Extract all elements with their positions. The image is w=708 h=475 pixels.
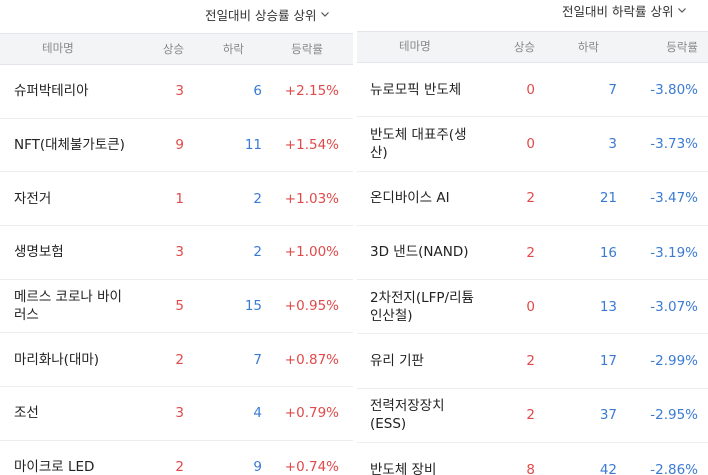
- change-rate: +1.03%: [284, 190, 339, 207]
- table-row[interactable]: 생명보험 3 2 +1.00%: [0, 226, 353, 280]
- change-rate: -3.47%: [650, 190, 698, 207]
- up-count: 5: [175, 298, 184, 315]
- down-count: 7: [608, 81, 617, 98]
- change-rate: +1.54%: [284, 137, 339, 154]
- down-count: 42: [599, 461, 617, 475]
- change-rate: -3.73%: [650, 135, 698, 152]
- table-row[interactable]: 자전거 1 2 +1.03%: [0, 172, 353, 227]
- up-count: 3: [175, 244, 184, 261]
- table-row[interactable]: 뉴로모픽 반도체 0 7 -3.80%: [357, 63, 708, 118]
- up-count: 9: [175, 137, 184, 154]
- header-theme-name: 테마명: [399, 39, 431, 54]
- table-row[interactable]: 반도체 대표주(생산) 0 3 -3.73%: [357, 117, 708, 172]
- header-rate: 등락률: [291, 42, 323, 56]
- down-count: 17: [599, 353, 617, 370]
- theme-name[interactable]: 마이크로 LED: [14, 459, 95, 475]
- rising-table: 테마명 상승 하락 등락률 슈퍼박테리아 3 6 +2.15% NFT(대체불가토큰) 9…: [0, 33, 353, 475]
- change-rate: -2.95%: [650, 407, 698, 424]
- change-rate: -3.07%: [650, 298, 698, 315]
- down-count: 4: [253, 405, 262, 422]
- header-up: 상승: [162, 42, 184, 56]
- change-rate: +0.87%: [284, 351, 339, 368]
- up-count: 0: [526, 81, 535, 98]
- theme-name[interactable]: 전력저장장치(ESS): [370, 398, 445, 433]
- header-rate: 등락률: [666, 40, 698, 54]
- header-theme-name: 테마명: [42, 41, 74, 56]
- header-down: 하락: [577, 40, 599, 54]
- rising-sort-label: 전일대비 상승률 상위: [205, 7, 317, 23]
- change-rate: +0.95%: [284, 298, 339, 315]
- down-count: 21: [599, 190, 617, 207]
- change-rate: -2.99%: [650, 353, 698, 370]
- change-rate: -2.86%: [650, 461, 698, 475]
- down-count: 37: [599, 407, 617, 424]
- table-row[interactable]: 조선 3 4 +0.79%: [0, 387, 353, 441]
- table-header: 테마명 상승 하락 등락률: [357, 32, 708, 63]
- falling-sort-toggle[interactable]: 전일대비 하락률 상위: [562, 0, 687, 24]
- theme-name[interactable]: 메르스 코로나 바이러스: [14, 288, 122, 324]
- falling-sort-label: 전일대비 하락률 상위: [562, 3, 674, 19]
- theme-name[interactable]: 슈퍼박테리아: [14, 83, 89, 100]
- down-count: 9: [253, 459, 262, 475]
- table-row[interactable]: 메르스 코로나 바이러스 5 15 +0.95%: [0, 280, 353, 334]
- table-row[interactable]: 슈퍼박테리아 3 6 +2.15%: [0, 65, 353, 119]
- theme-name[interactable]: NFT(대체불가토큰): [14, 136, 125, 153]
- up-count: 2: [526, 407, 535, 424]
- table-row[interactable]: 마이크로 LED 2 9 +0.74%: [0, 441, 353, 475]
- down-count: 3: [608, 135, 617, 152]
- theme-name[interactable]: 반도체 장비: [370, 461, 437, 475]
- down-count: 2: [253, 244, 262, 261]
- header-up: 상승: [513, 40, 535, 54]
- theme-name[interactable]: 2차전지(LFP/리튬인산철): [370, 289, 474, 324]
- table-row[interactable]: 온디바이스 AI 2 21 -3.47%: [357, 172, 708, 226]
- theme-name[interactable]: 온디바이스 AI: [370, 190, 450, 207]
- change-rate: -3.19%: [650, 244, 698, 261]
- change-rate: +2.15%: [284, 83, 339, 100]
- chevron-down-icon: [321, 12, 330, 17]
- up-count: 2: [526, 190, 535, 207]
- table-row[interactable]: 유리 기판 2 17 -2.99%: [357, 334, 708, 389]
- up-count: 0: [526, 298, 535, 315]
- theme-name[interactable]: 생명보험: [14, 244, 64, 261]
- change-rate: +0.79%: [284, 405, 339, 422]
- down-count: 7: [253, 351, 262, 368]
- table-row[interactable]: 3D 낸드(NAND) 2 16 -3.19%: [357, 226, 708, 281]
- header-down: 하락: [222, 42, 244, 56]
- table-row[interactable]: 2차전지(LFP/리튬인산철) 0 13 -3.07%: [357, 280, 708, 335]
- up-count: 2: [175, 459, 184, 475]
- table-row[interactable]: 마리화나(대마) 2 7 +0.87%: [0, 333, 353, 388]
- theme-name[interactable]: 반도체 대표주(생산): [370, 126, 467, 161]
- table-row[interactable]: 전력저장장치(ESS) 2 37 -2.95%: [357, 389, 708, 444]
- up-count: 0: [526, 135, 535, 152]
- change-rate: +1.00%: [284, 244, 339, 261]
- table-row[interactable]: 반도체 장비 8 42 -2.86%: [357, 443, 708, 475]
- up-count: 2: [526, 244, 535, 261]
- change-rate: -3.80%: [650, 81, 698, 98]
- theme-name[interactable]: 자전거: [14, 190, 52, 207]
- down-count: 13: [599, 298, 617, 315]
- chevron-down-icon: [678, 8, 687, 13]
- theme-name[interactable]: 마리화나(대마): [14, 351, 100, 368]
- up-count: 2: [526, 353, 535, 370]
- down-count: 6: [253, 83, 262, 100]
- down-count: 11: [244, 137, 262, 154]
- theme-name[interactable]: 유리 기판: [370, 353, 424, 370]
- up-count: 2: [175, 351, 184, 368]
- down-count: 2: [253, 190, 262, 207]
- change-rate: +0.74%: [284, 459, 339, 475]
- theme-name[interactable]: 3D 낸드(NAND): [370, 244, 469, 261]
- up-count: 8: [526, 461, 535, 475]
- up-count: 1: [175, 190, 184, 207]
- table-header: 테마명 상승 하락 등락률: [0, 34, 353, 65]
- up-count: 3: [175, 83, 184, 100]
- theme-name[interactable]: 뉴로모픽 반도체: [370, 81, 462, 98]
- down-count: 16: [599, 244, 617, 261]
- table-row[interactable]: NFT(대체불가토큰) 9 11 +1.54%: [0, 119, 353, 173]
- theme-name[interactable]: 조선: [14, 405, 39, 422]
- down-count: 15: [244, 298, 262, 315]
- falling-table: 테마명 상승 하락 등락률 뉴로모픽 반도체 0 7 -3.80% 반도체 대표주(생산…: [357, 31, 708, 475]
- up-count: 3: [175, 405, 184, 422]
- rising-sort-toggle[interactable]: 전일대비 상승률 상위: [205, 0, 330, 28]
